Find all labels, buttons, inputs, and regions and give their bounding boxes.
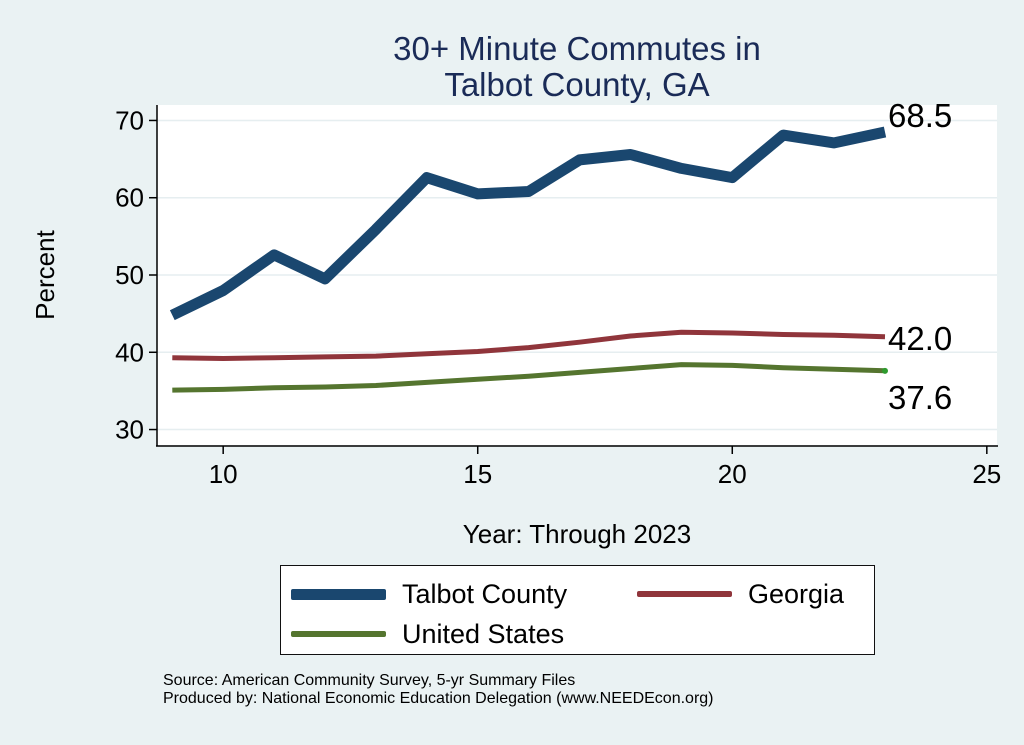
y-tick-label-50: 50	[115, 260, 144, 290]
end-label-georgia: 42.0	[888, 320, 952, 357]
y-tick-label-30: 30	[115, 415, 144, 445]
end-label-talbot-county: 68.5	[888, 97, 952, 134]
chart-title-line-1: 30+ Minute Commutes in	[393, 30, 761, 67]
y-axis-ticks: 30 40 50 60 70	[115, 105, 157, 445]
end-labels: 68.5 42.0 37.6	[882, 97, 952, 416]
source-line: Source: American Community Survey, 5-yr …	[163, 672, 576, 689]
series-lines	[169, 126, 887, 393]
legend-label-georgia: Georgia	[748, 578, 845, 609]
produced-by-line: Produced by: National Economic Education…	[163, 690, 714, 707]
legend-swatch-georgia	[637, 591, 732, 597]
series-line-talbot-county	[169, 126, 887, 321]
chart-title-line-2: Talbot County, GA	[444, 66, 709, 103]
legend-item-united-states: United States	[291, 619, 564, 649]
gridlines	[157, 119, 997, 431]
x-tick-label-25: 25	[972, 459, 1001, 489]
end-label-united-states: 37.6	[888, 379, 952, 416]
y-axis-label: Percent	[30, 229, 60, 319]
y-tick-label-40: 40	[115, 337, 144, 367]
source-notes: Source: American Community Survey, 5-yr …	[163, 672, 714, 708]
y-tick-label-70: 70	[115, 105, 144, 135]
legend-item-talbot-county: Talbot County	[291, 579, 567, 609]
x-tick-label-10: 10	[209, 459, 238, 489]
series-line-georgia	[172, 329, 886, 361]
y-tick-label-60: 60	[115, 183, 144, 213]
series-line-united-states	[172, 362, 886, 393]
legend-label-united-states: United States	[402, 618, 565, 649]
x-axis-label: Year: Through 2023	[463, 519, 691, 549]
x-tick-label-15: 15	[463, 459, 492, 489]
legend-label-talbot-county: Talbot County	[402, 578, 568, 609]
end-marker-united-states	[882, 367, 888, 374]
legend-swatch-talbot-county	[291, 588, 386, 600]
legend: Talbot County Georgia United States	[280, 565, 875, 655]
legend-item-georgia: Georgia	[637, 579, 844, 609]
x-tick-label-20: 20	[718, 459, 747, 489]
x-axis-ticks: 10 15 20 25	[209, 446, 1001, 489]
legend-swatch-united-states	[291, 631, 386, 637]
